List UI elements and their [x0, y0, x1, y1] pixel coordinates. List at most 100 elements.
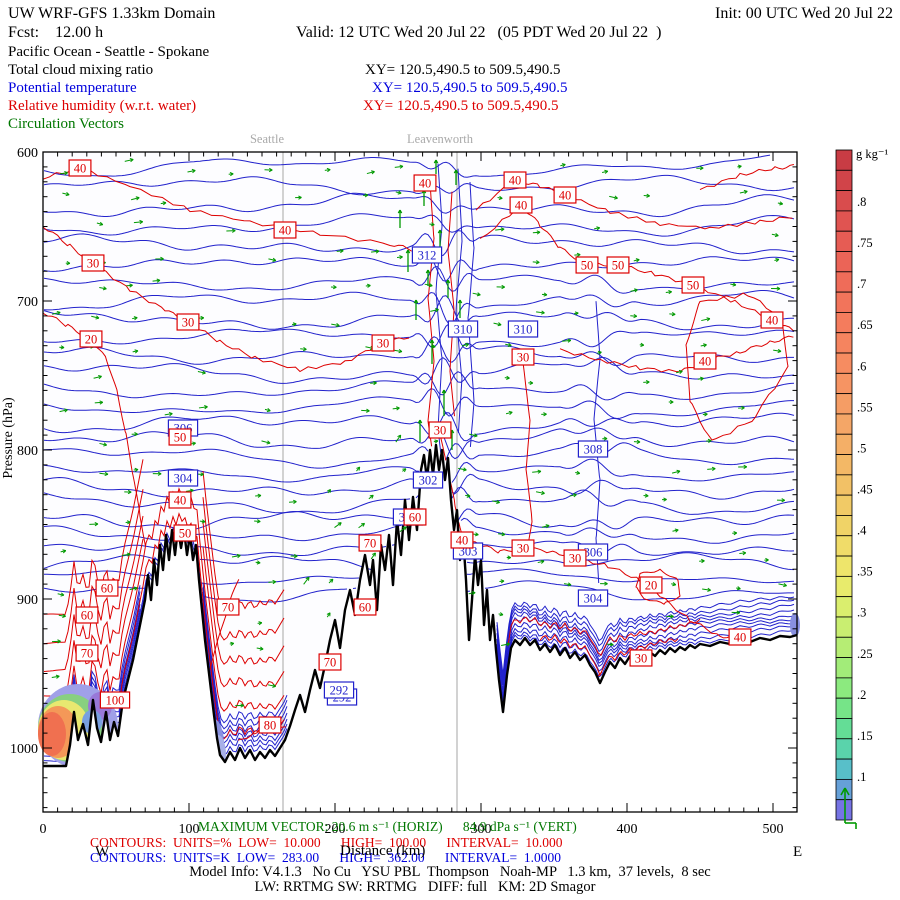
svg-text:.2: .2: [857, 688, 866, 702]
legend-theta-label: Potential temperature: [8, 80, 137, 96]
forecast-hour: Fcst: 12.00 h: [8, 24, 104, 41]
svg-text:30: 30: [635, 652, 648, 666]
svg-text:40: 40: [419, 177, 432, 191]
svg-text:60: 60: [359, 601, 372, 615]
svg-text:30: 30: [434, 424, 447, 438]
svg-text:1000: 1000: [10, 742, 38, 757]
svg-text:306: 306: [584, 546, 603, 560]
svg-text:40: 40: [699, 355, 712, 369]
svg-text:.1: .1: [857, 770, 866, 784]
max-vector-annotation: MAXIMUM VECTOR: 20.6 m s⁻¹ (HORIZ) 84.9 …: [198, 819, 577, 834]
svg-text:.7: .7: [857, 277, 866, 291]
plot-title: UW WRF-GFS 1.33km Domain: [8, 5, 216, 22]
svg-text:292: 292: [330, 684, 349, 698]
svg-text:500: 500: [763, 822, 784, 837]
svg-text:70: 70: [324, 656, 337, 670]
svg-text:30: 30: [182, 316, 195, 330]
svg-text:100: 100: [106, 694, 125, 708]
svg-text:40: 40: [456, 534, 469, 548]
svg-text:.8: .8: [857, 195, 866, 209]
legend-cloud-xy: XY= 120.5,490.5 to 509.5,490.5: [365, 62, 561, 78]
rh-contour-info: CONTOURS: UNITS=% LOW= 10.000 HIGH= 100.…: [90, 835, 563, 850]
svg-text:310: 310: [454, 323, 473, 337]
svg-text:40: 40: [559, 189, 572, 203]
svg-text:70: 70: [222, 601, 235, 615]
svg-text:50: 50: [581, 259, 594, 273]
valid-time: Valid: 12 UTC Wed 20 Jul 22 (05 PDT Wed …: [296, 24, 662, 41]
legend-theta-xy: XY= 120.5,490.5 to 509.5,490.5: [372, 80, 568, 96]
reference-vector-arrow: [840, 787, 857, 829]
svg-text:40: 40: [766, 314, 779, 328]
svg-text:30: 30: [87, 257, 100, 271]
svg-text:50: 50: [174, 431, 187, 445]
svg-text:.75: .75: [857, 236, 873, 250]
city-label-seattle: Seattle: [249, 132, 284, 146]
svg-text:20: 20: [645, 579, 658, 593]
svg-text:.3: .3: [857, 606, 866, 620]
model-info-line: Model Info: V4.1.3 No Cu YSU PBL Thompso…: [189, 864, 711, 880]
svg-text:300: 300: [471, 822, 492, 837]
svg-text:60: 60: [409, 511, 422, 525]
svg-text:g kg⁻¹: g kg⁻¹: [856, 147, 888, 161]
svg-text:50: 50: [687, 279, 700, 293]
city-label-leavenworth: Leavenworth: [407, 132, 473, 146]
svg-text:100: 100: [179, 822, 200, 837]
svg-text:80: 80: [264, 719, 277, 733]
axes: [42, 151, 798, 813]
svg-text:40: 40: [509, 174, 522, 188]
svg-text:700: 700: [17, 295, 38, 310]
svg-text:304: 304: [584, 592, 604, 606]
svg-text:30: 30: [517, 542, 530, 556]
svg-text:60: 60: [81, 609, 94, 623]
svg-text:40: 40: [174, 494, 187, 508]
svg-text:40: 40: [279, 224, 292, 238]
svg-text:50: 50: [179, 527, 192, 541]
west-marker: W: [95, 844, 110, 860]
svg-text:20: 20: [85, 333, 98, 347]
east-marker: E: [793, 844, 803, 860]
svg-text:800: 800: [17, 444, 38, 459]
svg-text:40: 40: [515, 199, 528, 213]
legend-rh-xy: XY= 120.5,490.5 to 509.5,490.5: [363, 98, 559, 114]
x-axis-label: Distance (km): [340, 843, 426, 859]
init-time: Init: 00 UTC Wed 20 Jul 22: [715, 5, 893, 22]
svg-text:400: 400: [617, 822, 638, 837]
svg-text:600: 600: [17, 146, 38, 161]
contour-labels: 3123103103083023063042923063043003032924…: [68, 159, 784, 734]
svg-text:.25: .25: [857, 647, 873, 661]
svg-text:308: 308: [584, 443, 603, 457]
axis-tick-labels: 0 100 200 300 400 500 600 700 800 900 1000: [10, 146, 784, 837]
svg-text:.65: .65: [857, 318, 873, 332]
svg-text:.4: .4: [857, 524, 867, 538]
theta-contour-info: CONTOURS: UNITS=K LOW= 283.00 HIGH= 362.…: [90, 850, 561, 865]
svg-text:.35: .35: [857, 565, 873, 579]
svg-text:200: 200: [325, 822, 346, 837]
svg-text:60: 60: [101, 582, 114, 596]
svg-text:302: 302: [419, 474, 438, 488]
colorbar: g kg⁻¹ .8 .75 .7 .65 .6 .55 .5 .45 .4 .35 .3 .25 .2 .1…: [835, 147, 888, 821]
physics-info-line: LW: RRTMG SW: RRTMG DIFF: full KM: 2D Sm…: [254, 879, 596, 895]
svg-text:50: 50: [612, 259, 625, 273]
svg-text:40: 40: [74, 162, 87, 176]
svg-text:.5: .5: [857, 441, 866, 455]
svg-text:70: 70: [81, 647, 94, 661]
svg-text:.6: .6: [857, 359, 866, 373]
svg-text:312: 312: [418, 249, 437, 263]
svg-text:40: 40: [734, 631, 747, 645]
svg-text:.15: .15: [857, 729, 873, 743]
legend-vectors-label: Circulation Vectors: [8, 116, 124, 132]
svg-text:30: 30: [517, 351, 530, 365]
svg-text:30: 30: [377, 337, 390, 351]
terrain-profile: [43, 443, 798, 768]
svg-text:.45: .45: [857, 482, 873, 496]
svg-text:30: 30: [569, 552, 582, 566]
legend-rh-label: Relative humidity (w.r.t. water): [8, 98, 197, 114]
svg-text:900: 900: [17, 593, 38, 608]
cross-section-route: Pacific Ocean - Seattle - Spokane: [8, 44, 210, 60]
svg-text:304: 304: [174, 472, 194, 486]
svg-text:.55: .55: [857, 400, 873, 414]
svg-text:0: 0: [40, 822, 47, 837]
legend-cloud-label: Total cloud mixing ratio: [8, 62, 154, 78]
